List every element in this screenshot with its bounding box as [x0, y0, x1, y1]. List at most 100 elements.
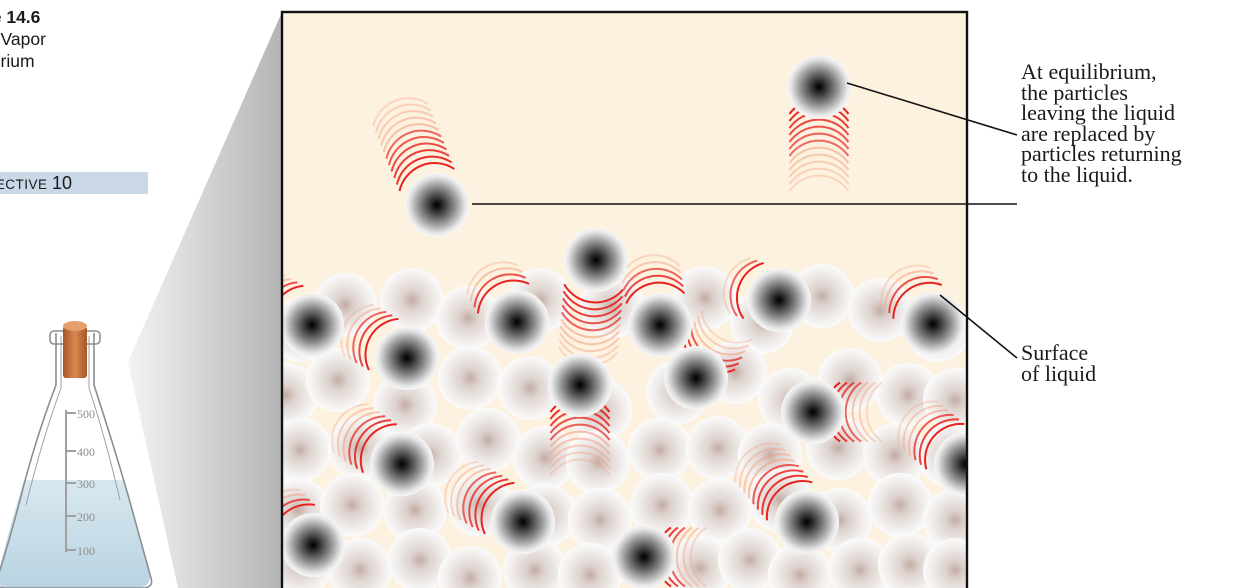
trail-arc — [888, 276, 939, 314]
graduation-label: 300 — [77, 477, 95, 491]
callout-line: are replaced by — [1021, 120, 1156, 146]
trail-arc — [675, 526, 693, 588]
objective-bar: OBJECTIVE 10 — [0, 172, 148, 194]
liquid-particle — [388, 528, 452, 588]
liquid-particle — [768, 543, 832, 588]
graduation-label: 400 — [77, 445, 95, 459]
magnified-view — [280, 10, 969, 588]
trail-arc — [693, 321, 747, 356]
moving-particle — [564, 228, 628, 292]
trail-arc — [897, 400, 938, 448]
trail-arc — [722, 257, 751, 315]
moving-particle — [787, 55, 851, 119]
trail-arc — [342, 411, 380, 461]
trail-arc — [788, 139, 850, 157]
liquid-particle — [436, 286, 500, 350]
liquid-particle — [380, 268, 444, 332]
trail-arc — [359, 423, 397, 474]
moving-particle — [664, 346, 728, 410]
trail-arc — [761, 474, 809, 515]
trail-arc — [398, 162, 455, 192]
trail-arc — [372, 97, 429, 127]
magnified-frame — [280, 10, 969, 588]
trail-arc — [696, 315, 750, 350]
leader-line-equilibrium-right — [846, 82, 1018, 136]
callout-line: the particles — [1021, 79, 1128, 105]
trail-arc — [282, 277, 292, 283]
liquid-particle — [320, 473, 384, 537]
trail-arc — [450, 464, 485, 518]
trail-arc — [924, 422, 965, 470]
trail-arc — [476, 279, 530, 314]
liquid-particle — [456, 408, 520, 472]
trail-arc — [393, 149, 450, 179]
trail-arc — [480, 481, 515, 535]
trail-arc — [624, 274, 684, 298]
motion-trail — [340, 303, 399, 371]
trail-arc — [622, 267, 683, 291]
trail-arc — [562, 290, 624, 311]
liquid-particle — [438, 546, 502, 588]
moving-particle — [934, 432, 967, 496]
trail-arc — [282, 488, 301, 493]
moving-particle — [781, 380, 845, 444]
trail-arc — [444, 460, 479, 514]
trail-arc — [851, 381, 869, 443]
trail-arc — [738, 447, 786, 489]
leader-line-surface — [939, 294, 1018, 359]
trail-arc — [682, 526, 700, 588]
moving-particle — [405, 173, 469, 237]
trail-arc — [462, 471, 497, 525]
moving-particle — [901, 292, 965, 356]
motion-trail — [372, 97, 455, 192]
trail-arc — [549, 451, 611, 469]
trail-arc — [736, 262, 764, 320]
trail-arc — [364, 317, 399, 371]
trail-arc — [560, 318, 621, 339]
trail-arc — [756, 469, 804, 510]
moving-particle — [282, 293, 344, 357]
trail-arc — [752, 464, 800, 505]
callout-line: At equilibrium, — [1021, 59, 1157, 84]
liquid-particle — [566, 430, 630, 494]
trail-arc — [788, 132, 850, 150]
callout-line: Surface — [1021, 340, 1089, 365]
trail-arc — [788, 146, 850, 164]
liquid-particle — [630, 473, 694, 537]
moving-particle — [747, 268, 811, 332]
liquid-particle — [668, 536, 732, 588]
trail-arc — [788, 118, 850, 136]
liquid-particle — [923, 538, 967, 588]
objective-number: 10 — [51, 173, 72, 193]
motion-trail — [897, 400, 965, 470]
motion-trail — [444, 460, 515, 535]
trail-arc — [560, 311, 622, 332]
trail-arc — [282, 498, 310, 509]
trail-arc — [559, 332, 620, 353]
flask-glass — [0, 333, 153, 588]
moving-particle — [375, 326, 439, 390]
trail-arc — [908, 409, 949, 457]
callout-line: to the liquid. — [1021, 161, 1133, 187]
motion-trail — [722, 257, 764, 320]
figure-caption: Figure 14.6 Liquid-Vapor Equilibrium — [0, 6, 46, 72]
moving-particle — [548, 353, 612, 417]
trail-arc — [474, 478, 509, 532]
trail-arc — [549, 437, 611, 455]
erlenmeyer-flask: 500 400 300 200 100 — [0, 321, 153, 588]
liquid-particle — [282, 418, 332, 482]
moving-particle — [612, 525, 676, 588]
liquid-particle — [306, 348, 370, 412]
trail-arc — [880, 264, 930, 302]
trail-arc — [348, 415, 386, 466]
trail-arc — [625, 281, 686, 304]
trail-arc — [382, 123, 440, 153]
trail-arc — [913, 413, 954, 461]
liquid-particle — [686, 416, 750, 480]
trail-arc — [549, 458, 611, 476]
liquid-particle — [438, 346, 502, 410]
objective-label: OBJECTIVE — [0, 177, 48, 192]
trail-arc — [346, 307, 381, 361]
liquid-particle — [923, 368, 967, 432]
